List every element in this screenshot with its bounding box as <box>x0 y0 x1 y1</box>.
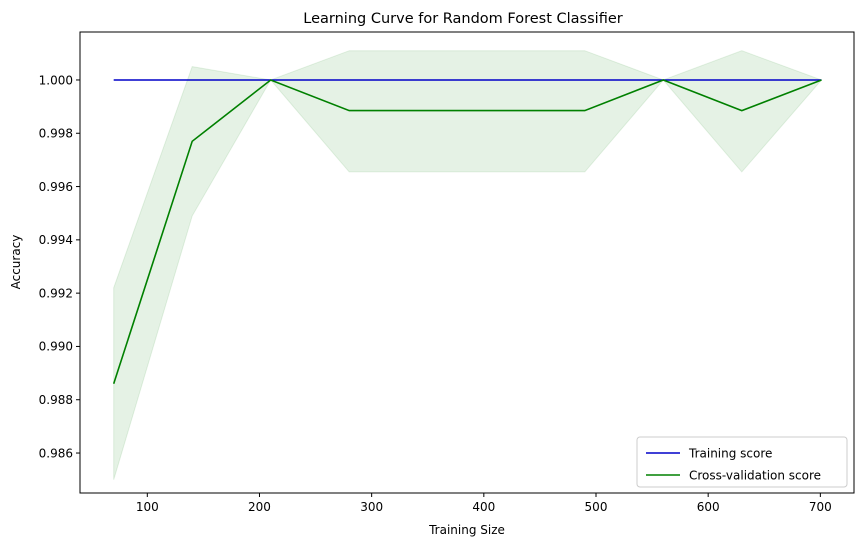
x-tick-label: 400 <box>472 500 495 514</box>
y-tick-label: 0.996 <box>39 180 73 194</box>
series-line-1 <box>112 79 822 384</box>
y-tick-label: 0.988 <box>39 393 73 407</box>
y-tick-label: 0.998 <box>39 127 73 141</box>
x-axis-label: Training Size <box>428 523 505 537</box>
chart-title: Learning Curve for Random Forest Classif… <box>303 11 622 27</box>
x-tick-label: 600 <box>697 500 720 514</box>
legend-label-cross-validation: Cross-validation score <box>689 469 821 483</box>
legend-label-training: Training score <box>688 447 772 461</box>
y-tick-label: 0.992 <box>39 286 73 300</box>
y-tick-label: 1.000 <box>39 73 73 87</box>
y-axis-ticks: 0.986 0.988 0.990 0.992 0.994 0.996 0.998 1.000 <box>39 73 80 460</box>
x-axis-ticks: 100 200 300 400 500 600 700 <box>136 493 832 514</box>
series-lines <box>112 79 822 384</box>
x-tick-label: 700 <box>809 500 832 514</box>
plot-frame <box>79 31 855 494</box>
y-tick-label: 0.990 <box>39 340 73 354</box>
x-tick-label: 500 <box>585 500 608 514</box>
legend: Training score Cross-validation score <box>636 436 848 488</box>
y-axis-label: Accuracy <box>9 235 23 290</box>
x-tick-label: 100 <box>136 500 159 514</box>
y-tick-label: 0.986 <box>39 446 73 460</box>
x-tick-label: 200 <box>248 500 271 514</box>
x-tick-label: 300 <box>360 500 383 514</box>
legend-box <box>636 436 848 488</box>
y-tick-label: 0.994 <box>39 233 73 247</box>
band-1 <box>113 50 823 480</box>
